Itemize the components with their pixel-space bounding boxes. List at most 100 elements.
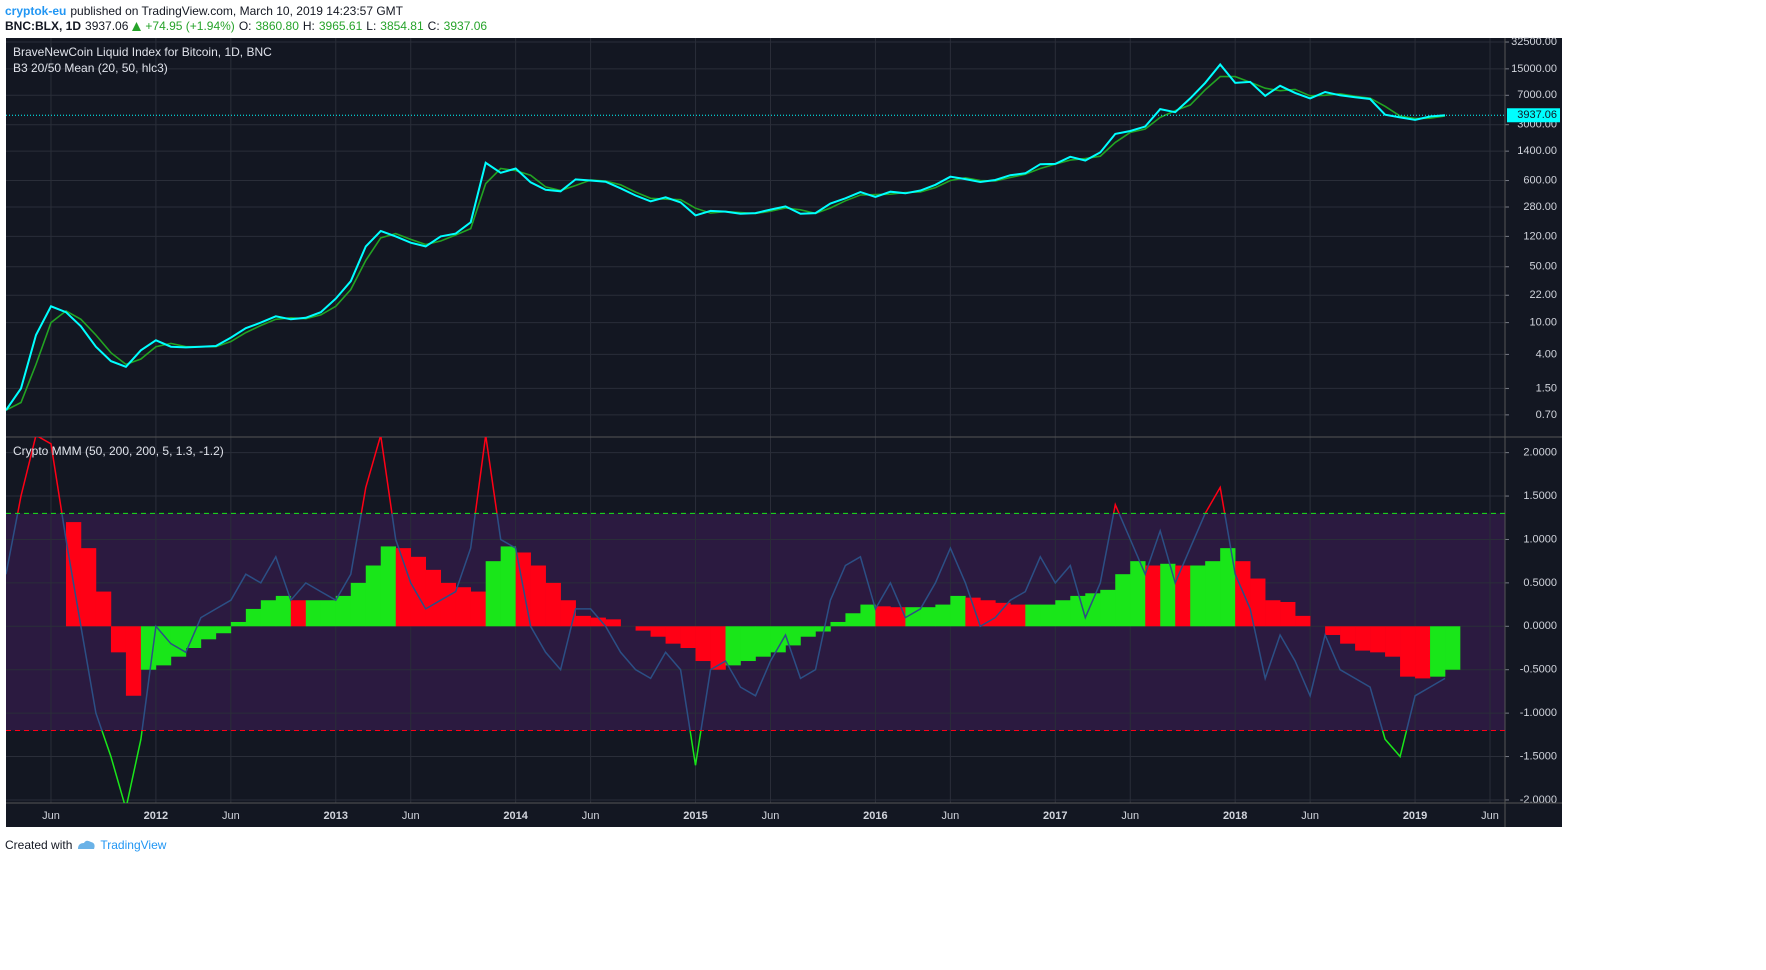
histogram-bar xyxy=(740,626,756,662)
y-tick-label: 1.0000 xyxy=(1523,533,1557,545)
histogram-bar xyxy=(935,604,951,627)
x-tick-label: 2017 xyxy=(1043,810,1067,822)
y-tick-label: 0.0000 xyxy=(1523,620,1557,632)
y-tick-label: 0.5000 xyxy=(1523,577,1557,589)
histogram-bar xyxy=(995,602,1011,627)
histogram-bar xyxy=(665,626,681,644)
x-tick-label: Jun xyxy=(222,810,240,822)
y-tick-label: 15000.00 xyxy=(1511,63,1557,75)
histogram-bar xyxy=(695,626,711,662)
symbol: BNC:BLX, 1D xyxy=(5,19,82,33)
histogram-bar xyxy=(1190,565,1206,627)
x-tick-label: Jun xyxy=(582,810,600,822)
x-tick-label: Jun xyxy=(941,810,959,822)
ohlc: O: 3860.80 H: 3965.61 L: 3854.81 C: 3937.06 xyxy=(239,19,487,33)
histogram-bar xyxy=(350,582,367,627)
histogram-bar xyxy=(605,619,621,627)
histogram-bar xyxy=(455,587,471,627)
histogram-bar xyxy=(425,569,442,627)
published: published on TradingView.com, March 10, … xyxy=(70,4,404,18)
histogram-bar xyxy=(755,626,771,657)
up-arrow xyxy=(132,21,142,31)
last-price-label: 3937.06 xyxy=(1517,109,1557,121)
last-price-box xyxy=(1507,108,1560,123)
x-tick-label: 2015 xyxy=(683,810,707,822)
histogram-bar xyxy=(785,626,801,646)
histogram-bar xyxy=(290,600,307,627)
histogram-bar xyxy=(440,582,456,627)
chart: 0.70 1.50 4.00 10.00 22.00 50.00 120.00 280.00 6… xyxy=(6,36,1562,827)
histogram-bar xyxy=(1385,626,1401,657)
histogram-bar xyxy=(800,626,816,637)
histogram-bar xyxy=(500,546,516,627)
histogram-bar xyxy=(1235,561,1251,627)
histogram-bar xyxy=(1400,626,1416,677)
histogram-bar xyxy=(305,600,322,627)
histogram-bar xyxy=(200,626,217,640)
histogram-bar xyxy=(245,608,262,627)
histogram-bar xyxy=(950,595,966,627)
histogram-bar xyxy=(410,556,427,627)
x-tick-label: 2019 xyxy=(1403,810,1427,822)
y-tick-label: 4.00 xyxy=(1536,348,1557,360)
pane-title: Crypto MMM (50, 200, 200, 5, 1.3, -1.2) xyxy=(13,444,224,458)
histogram-bar xyxy=(680,626,696,649)
histogram-bar xyxy=(965,597,981,627)
histogram-bar xyxy=(470,591,486,627)
pane-subtitle: B3 20/50 Mean (20, 50, hlc3) xyxy=(13,61,168,75)
histogram-bar xyxy=(1205,561,1221,627)
ohlc-value: 3937.06 xyxy=(443,19,488,33)
x-tick-label: Jun xyxy=(1481,810,1499,822)
histogram-bar xyxy=(1130,561,1146,627)
histogram-bar xyxy=(320,600,337,627)
histogram-bar xyxy=(1145,565,1161,627)
histogram-bar xyxy=(1220,548,1236,627)
histogram-bar xyxy=(575,615,591,627)
histogram-bar xyxy=(1055,600,1071,627)
ohlc-label: O: xyxy=(238,19,252,33)
histogram-bar xyxy=(1445,626,1461,670)
histogram-bar xyxy=(1430,626,1446,677)
pane-title: BraveNewCoin Liquid Index for Bitcoin, 1… xyxy=(13,45,272,59)
y-tick-label: -1.5000 xyxy=(1520,750,1557,762)
change: +74.95 (+1.94%) xyxy=(145,19,235,33)
histogram-bar xyxy=(1295,615,1311,627)
histogram-bar xyxy=(920,607,936,627)
histogram-bar xyxy=(590,617,606,627)
y-tick-label: 7000.00 xyxy=(1517,89,1557,101)
histogram-bar xyxy=(890,607,906,627)
ohlc-value: 3854.81 xyxy=(380,19,424,33)
histogram-bar xyxy=(770,626,786,653)
x-tick-label: Jun xyxy=(1121,810,1139,822)
histogram-bar xyxy=(545,582,561,627)
histogram-bar xyxy=(125,626,142,696)
histogram-bar xyxy=(335,595,352,627)
x-tick-label: 2018 xyxy=(1223,810,1247,822)
quote-line: BNC:BLX, 1D 3937.06 +74.95 (+1.94%) O: 38… xyxy=(5,19,487,33)
y-tick-label: 32500.00 xyxy=(1511,36,1557,48)
histogram-bar xyxy=(830,621,846,627)
histogram-bar xyxy=(875,606,891,627)
histogram-bar xyxy=(1415,626,1431,679)
author[interactable]: cryptok-eu xyxy=(5,4,67,18)
ohlc-label: L: xyxy=(366,19,377,33)
histogram-bar xyxy=(170,626,187,657)
histogram-bar xyxy=(155,626,172,666)
tv-logo xyxy=(78,840,95,849)
brand[interactable]: TradingView xyxy=(100,838,167,852)
histogram-bar xyxy=(1250,578,1266,627)
x-tick-label: Jun xyxy=(42,810,60,822)
histogram-bar xyxy=(1085,593,1101,627)
histogram-bar xyxy=(80,548,97,627)
histogram-bar xyxy=(1100,589,1116,627)
histogram-bar xyxy=(1370,626,1386,653)
histogram-bar xyxy=(1115,574,1131,627)
x-tick-label: Jun xyxy=(402,810,420,822)
histogram-bar xyxy=(635,626,651,631)
x-tick-label: 2014 xyxy=(503,810,528,822)
histogram-bar xyxy=(845,613,861,627)
histogram-bar xyxy=(1025,604,1041,627)
histogram-bar xyxy=(1280,601,1296,627)
y-tick-label: 1.50 xyxy=(1536,382,1557,394)
histogram-bar xyxy=(815,626,831,632)
